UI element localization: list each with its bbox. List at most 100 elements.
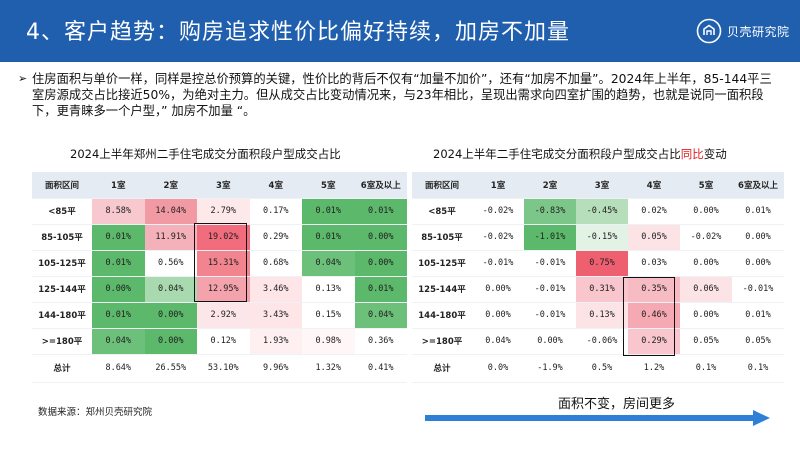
- table-cell: -0.06%: [576, 328, 628, 355]
- bullet-arrow-icon: ➢: [18, 72, 28, 85]
- table-cell: 0.29%: [628, 328, 680, 355]
- table-row: 85-105平 0.01% 11.91% 19.02% 0.29% 0.01% 0.00%: [32, 224, 407, 251]
- table-cell: 0.04%: [92, 328, 145, 355]
- conclusion-text: 面积不变，房间更多: [558, 397, 676, 412]
- table-cell: 0.17%: [249, 198, 302, 225]
- header-col: 3室: [576, 172, 628, 199]
- table-cell: 19.02%: [197, 224, 250, 251]
- bullet-text: 住房面积与单价一样，同样是控总价预算的关键，性价比的背后不仅有“加量不加价”，还…: [32, 72, 772, 118]
- total-cell: 0.1%: [680, 353, 732, 383]
- table-cell: -0.02%: [472, 198, 524, 225]
- table-cell: 0.68%: [249, 250, 302, 277]
- table-cell: -0.15%: [576, 224, 628, 251]
- table-cell: 0.04%: [302, 250, 355, 277]
- header-col: 2室: [144, 172, 197, 199]
- total-cell: -1.9%: [524, 353, 576, 383]
- right-title-red: 同比: [680, 147, 704, 161]
- header-col: 5室: [680, 172, 732, 199]
- row-label: 85-105平: [412, 224, 472, 251]
- data-source: 数据来源：郑州贝壳研究院: [38, 407, 153, 418]
- table-cell: 0.01%: [732, 198, 784, 225]
- table-cell: 0.00%: [680, 198, 732, 225]
- table-row: 125-144平 0.00% -0.01% 0.31% 0.35% 0.06% -0.01%: [412, 276, 784, 303]
- left-highlight-box: [194, 223, 247, 302]
- table-cell: -0.45%: [576, 198, 628, 225]
- table-cell: -0.02%: [472, 224, 524, 251]
- table-cell: 0.00%: [354, 224, 407, 251]
- table-cell: 0.00%: [472, 276, 524, 303]
- table-cell: 0.00%: [732, 224, 784, 251]
- table-cell: 0.00%: [354, 250, 407, 277]
- table-row: 105-125平 -0.01% -0.01% 0.75% 0.03% 0.00% 0.00%: [412, 250, 784, 277]
- header-area: 面积区间: [412, 172, 472, 199]
- header-col: 4室: [628, 172, 680, 199]
- table-cell: 0.04%: [354, 302, 407, 329]
- table-cell: 0.01%: [302, 224, 355, 251]
- right-title-post: 变动: [703, 147, 727, 161]
- header-col: 2室: [524, 172, 576, 199]
- table-row: 144-180平 0.01% 0.00% 2.92% 3.43% 0.15% 0.04%: [32, 302, 407, 329]
- total-cell: 8.64%: [92, 353, 145, 383]
- table-cell: -0.01%: [524, 250, 576, 277]
- table-row: <85平 -0.02% -0.83% -0.45% 0.02% 0.00% 0.01%: [412, 198, 784, 225]
- table-cell: 1.93%: [249, 328, 302, 355]
- logo: 贝壳研究院: [696, 16, 790, 46]
- table-cell: 8.58%: [92, 198, 145, 225]
- total-cell: 0.5%: [576, 353, 628, 383]
- table-cell: -0.01%: [472, 250, 524, 277]
- table-cell: 0.46%: [628, 302, 680, 329]
- total-cell: 0.41%: [354, 353, 407, 383]
- page-title: 4、客户趋势：购房追求性价比偏好持续，加房不加量: [26, 20, 570, 45]
- table-cell: 0.01%: [354, 198, 407, 225]
- table-cell: 0.00%: [732, 250, 784, 277]
- table-cell: 0.00%: [472, 302, 524, 329]
- total-cell: 0.0%: [472, 353, 524, 383]
- table-cell: 0.15%: [302, 302, 355, 329]
- table-cell: 0.01%: [92, 302, 145, 329]
- table-cell: 12.95%: [197, 276, 250, 303]
- total-row: 总计 0.0% -1.9% 0.5% 1.2% 0.1% 0.1%: [412, 353, 784, 383]
- table-cell: -0.02%: [680, 224, 732, 251]
- table-cell: 0.00%: [680, 302, 732, 329]
- table-cell: 0.36%: [354, 328, 407, 355]
- table-cell: 0.31%: [576, 276, 628, 303]
- table-row: 144-180平 0.00% -0.01% 0.13% 0.46% 0.00% 0.01%: [412, 302, 784, 329]
- table-cell: 0.06%: [680, 276, 732, 303]
- total-cell: 53.10%: [197, 353, 250, 383]
- logo-text: 贝壳研究院: [727, 24, 790, 39]
- table-cell: 0.00%: [680, 250, 732, 277]
- table-cell: -0.01%: [732, 276, 784, 303]
- header-col: 5室: [302, 172, 355, 199]
- row-label: 125-144平: [32, 276, 92, 303]
- table-cell: 0.01%: [92, 250, 145, 277]
- table-cell: 0.29%: [249, 224, 302, 251]
- table-cell: 0.13%: [576, 302, 628, 329]
- total-cell: 1.2%: [628, 353, 680, 383]
- table-cell: 0.00%: [144, 302, 197, 329]
- total-label: 总计: [412, 353, 472, 383]
- table-cell: 0.03%: [628, 250, 680, 277]
- table-row: 85-105平 -0.02% -1.01% -0.15% 0.05% -0.02% 0.00…: [412, 224, 784, 251]
- table-cell: 15.31%: [197, 250, 250, 277]
- bullet-paragraph: ➢ 住房面积与单价一样，同样是控总价预算的关键，性价比的背后不仅有“加量不加价”…: [18, 71, 772, 119]
- table-cell: 0.01%: [354, 276, 407, 303]
- row-label: 105-125平: [412, 250, 472, 277]
- header-col: 6室及以上: [732, 172, 784, 199]
- table-row: <85平 8.58% 14.04% 2.79% 0.17% 0.01% 0.01%: [32, 198, 407, 225]
- table-row: >=180平 0.04% 0.00% -0.06% 0.29% 0.05% 0.05%: [412, 328, 784, 355]
- total-cell: 9.96%: [249, 353, 302, 383]
- house-logo-icon: [696, 18, 722, 44]
- table-cell: 0.00%: [92, 276, 145, 303]
- table-cell: 0.05%: [680, 328, 732, 355]
- table-row: >=180平 0.04% 0.00% 0.12% 1.93% 0.98% 0.36%: [32, 328, 407, 355]
- table-cell: 0.02%: [628, 198, 680, 225]
- row-label: >=180平: [32, 328, 92, 355]
- row-label: <85平: [32, 198, 92, 225]
- table-cell: 2.79%: [197, 198, 250, 225]
- left-table-title: 2024上半年郑州二手住宅成交分面积段户型成交占比: [70, 147, 341, 161]
- header-col: 3室: [197, 172, 250, 199]
- table-cell: 2.92%: [197, 302, 250, 329]
- table-row: 125-144平 0.00% 0.04% 12.95% 3.46% 0.13% 0.01%: [32, 276, 407, 303]
- table-cell: 0.13%: [302, 276, 355, 303]
- table-cell: 0.75%: [576, 250, 628, 277]
